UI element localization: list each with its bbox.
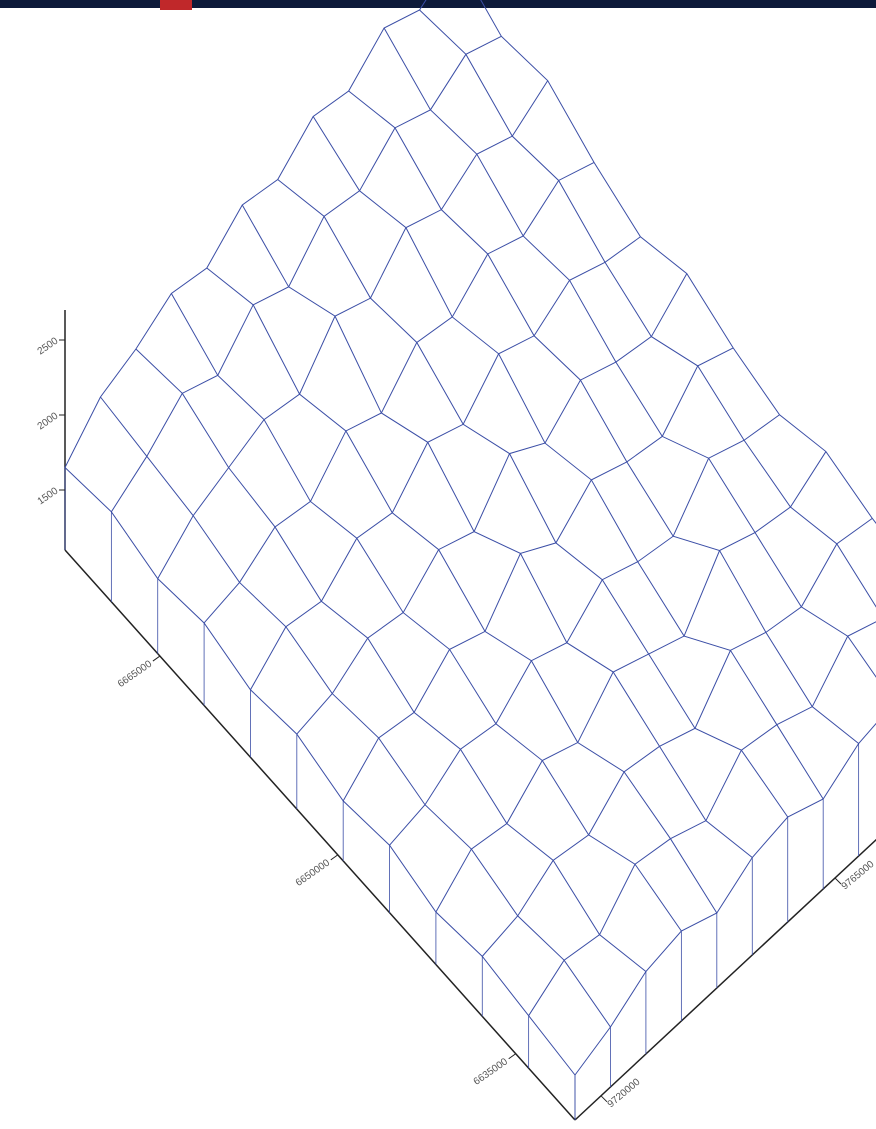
mesh-line — [390, 415, 780, 846]
plot-area: 9720000 9765000 6635000 6650000 6665000 1500 2… — [36, 0, 876, 1120]
mesh-line — [278, 180, 788, 818]
x-tick-label: 9720000 — [606, 1076, 643, 1110]
mesh-line — [384, 28, 876, 703]
mesh-line — [207, 268, 717, 913]
mesh-line — [100, 397, 610, 1027]
mesh-line — [436, 452, 826, 913]
y-tick — [331, 855, 338, 860]
mesh-line — [65, 468, 575, 1076]
z-tick-label: 1500 — [36, 485, 61, 507]
top-bar — [0, 0, 876, 8]
top-mark — [160, 0, 192, 10]
mesh-line — [343, 348, 733, 801]
mesh-line — [158, 81, 548, 579]
chart: 9720000 9765000 6635000 6650000 6665000 1500 2… — [0, 0, 876, 1129]
x-tick-label: 9765000 — [840, 859, 876, 893]
z-tick-label: 2000 — [36, 410, 61, 432]
mesh-line — [575, 645, 876, 1076]
mesh-line — [111, 36, 501, 512]
y-tick-label: 6635000 — [472, 1056, 511, 1088]
mesh-line — [136, 349, 646, 972]
y-tick — [509, 1054, 516, 1059]
y-tick-label: 6665000 — [116, 658, 155, 690]
y-axis — [65, 550, 575, 1120]
x-axis — [575, 757, 876, 1120]
z-tick-label: 2500 — [36, 335, 61, 357]
mesh-line — [529, 578, 876, 1016]
mesh-line — [297, 274, 687, 734]
mesh-line — [204, 162, 594, 623]
mesh-line — [171, 294, 681, 932]
y-tick-label: 6650000 — [294, 857, 333, 889]
mesh-line — [313, 117, 823, 800]
y-tick — [153, 656, 160, 661]
mesh-line — [455, 0, 876, 645]
mesh-line — [65, 0, 455, 468]
mesh-line — [420, 10, 876, 685]
mesh-line — [482, 518, 872, 956]
